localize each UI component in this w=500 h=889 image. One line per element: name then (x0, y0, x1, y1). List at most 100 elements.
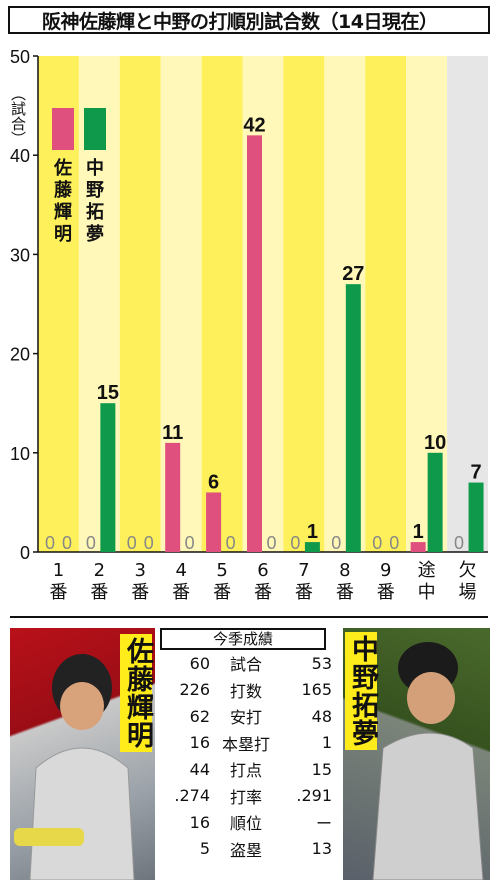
stat-row: 16 順位 ー (160, 809, 340, 836)
stat-label: 盗塁 (229, 840, 262, 860)
stat-label: 本塁打 (221, 734, 270, 754)
bar-value-label: 0 (62, 533, 72, 553)
stat-row: 16 本塁打 1 (160, 730, 340, 757)
stat-sato-value: 44 (189, 759, 210, 779)
bar-value-label: 0 (127, 533, 137, 553)
x-tick-label: 番 (295, 582, 313, 603)
column-band (365, 56, 407, 552)
stat-sato-value: 60 (189, 653, 210, 673)
stat-label: 打点 (229, 761, 262, 781)
x-tick-label: 7 (298, 560, 309, 581)
stat-nakano-value: 1 (321, 733, 332, 753)
legend-nakano-label: 野 (86, 180, 104, 201)
x-tick-label: 5 (216, 560, 227, 581)
stat-nakano-value: 15 (311, 759, 332, 779)
x-tick-label: 4 (175, 560, 186, 581)
bar-value-label: 0 (226, 533, 236, 553)
column-band (283, 56, 325, 552)
legend-sato-label: 輝 (54, 202, 72, 223)
legend-nakano-label: 拓 (86, 201, 104, 223)
sato-bar (206, 492, 222, 552)
x-tick-label: 途 (418, 560, 436, 581)
nakano-bar (468, 482, 484, 552)
bar-value-label: 11 (162, 422, 183, 444)
stat-row: 44 打点 15 (160, 756, 340, 783)
stat-sato-value: 16 (189, 733, 210, 753)
x-tick-label: 3 (135, 560, 146, 581)
x-tick-label: 番 (90, 582, 108, 603)
bar-value-label: 0 (266, 533, 276, 553)
stat-sato-value: 62 (189, 706, 210, 726)
y-tick-label: 10 (10, 444, 30, 464)
stat-row: 5 盗塁 13 (160, 836, 340, 863)
stat-nakano-value: .291 (296, 786, 332, 806)
bar-value-label: 0 (45, 533, 55, 553)
y-tick-label: 0 (20, 543, 30, 563)
chart-title: 阪神佐藤輝と中野の打順別試合数（14日現在） (8, 6, 490, 34)
bar-value-label: 1 (413, 521, 424, 543)
x-tick-label: 8 (339, 560, 350, 581)
stat-label: 安打 (229, 708, 262, 728)
stat-sato-value: 226 (179, 680, 210, 700)
stat-sato-value: 16 (189, 812, 210, 832)
y-tick-label: 50 (10, 47, 30, 67)
stat-nakano-value: 53 (311, 653, 332, 673)
season-stats-table: 今季成績 60 試合 53 226 打数 165 62 安打 48 16 本塁打 1 44 打点 15.27… (160, 628, 340, 862)
stat-nakano-value: ー (315, 814, 332, 834)
bar-value-label: 7 (470, 462, 481, 484)
legend-sato-label: 藤 (54, 179, 73, 201)
stat-sato-value: .274 (174, 786, 210, 806)
stat-row: 226 打数 165 (160, 677, 340, 704)
stats-header: 今季成績 (160, 628, 326, 650)
bar-value-label: 0 (86, 533, 96, 553)
stat-label: 打数 (229, 681, 262, 701)
x-tick-label: 欠 (459, 560, 477, 581)
bar-value-label: 0 (389, 533, 399, 553)
column-band (119, 56, 161, 552)
x-tick-label: 番 (131, 582, 149, 603)
legend-nakano-label: 中 (86, 157, 104, 179)
legend-sato-label: 佐 (53, 157, 72, 179)
column-band (447, 56, 488, 552)
bar-value-label: 6 (208, 471, 219, 493)
x-tick-label: 番 (377, 582, 395, 603)
section-divider (10, 616, 488, 618)
x-tick-label: 番 (336, 582, 354, 603)
stat-label: 試合 (229, 655, 262, 675)
sato-bar (247, 135, 262, 553)
legend-sato-swatch (52, 108, 74, 150)
stats-rows: 60 試合 53 226 打数 165 62 安打 48 16 本塁打 1 44 打点 15.274 打率 .2… (160, 650, 340, 862)
y-tick-label: 20 (10, 345, 30, 365)
x-tick-label: 番 (254, 582, 272, 603)
stat-sato-value: 5 (199, 839, 210, 859)
x-tick-label: 6 (257, 560, 268, 581)
sato-bar (165, 442, 181, 552)
x-tick-label: 1 (53, 560, 64, 581)
stat-row: 62 安打 48 (160, 703, 340, 730)
stat-row: 60 試合 53 (160, 650, 340, 677)
stat-nakano-value: 13 (311, 839, 332, 859)
nakano-bar (427, 452, 443, 552)
legend-nakano-swatch (84, 108, 106, 150)
sato-name-label: 佐藤輝明 (120, 634, 153, 752)
nakano-name-label: 中野拓夢 (345, 632, 378, 750)
stat-nakano-value: 48 (311, 706, 332, 726)
bar-value-label: 0 (454, 533, 464, 553)
bar-value-label: 10 (424, 432, 446, 454)
bar-value-label: 1 (307, 521, 318, 543)
bar-value-label: 0 (372, 533, 382, 553)
stat-nakano-value: 165 (301, 680, 332, 700)
nakano-bar (100, 403, 116, 552)
nakano-bar (304, 542, 320, 552)
bar-value-label: 0 (290, 533, 300, 553)
legend-sato-label: 明 (54, 224, 72, 245)
bar-value-label: 0 (331, 533, 341, 553)
bar-value-label: 0 (144, 533, 154, 553)
x-tick-label: 中 (418, 582, 436, 603)
y-axis-label: （試合） (9, 86, 27, 146)
x-tick-label: 2 (94, 560, 105, 581)
sato-bar (410, 542, 426, 552)
bar-value-label: 27 (342, 263, 364, 285)
stat-label: 打率 (229, 787, 262, 807)
